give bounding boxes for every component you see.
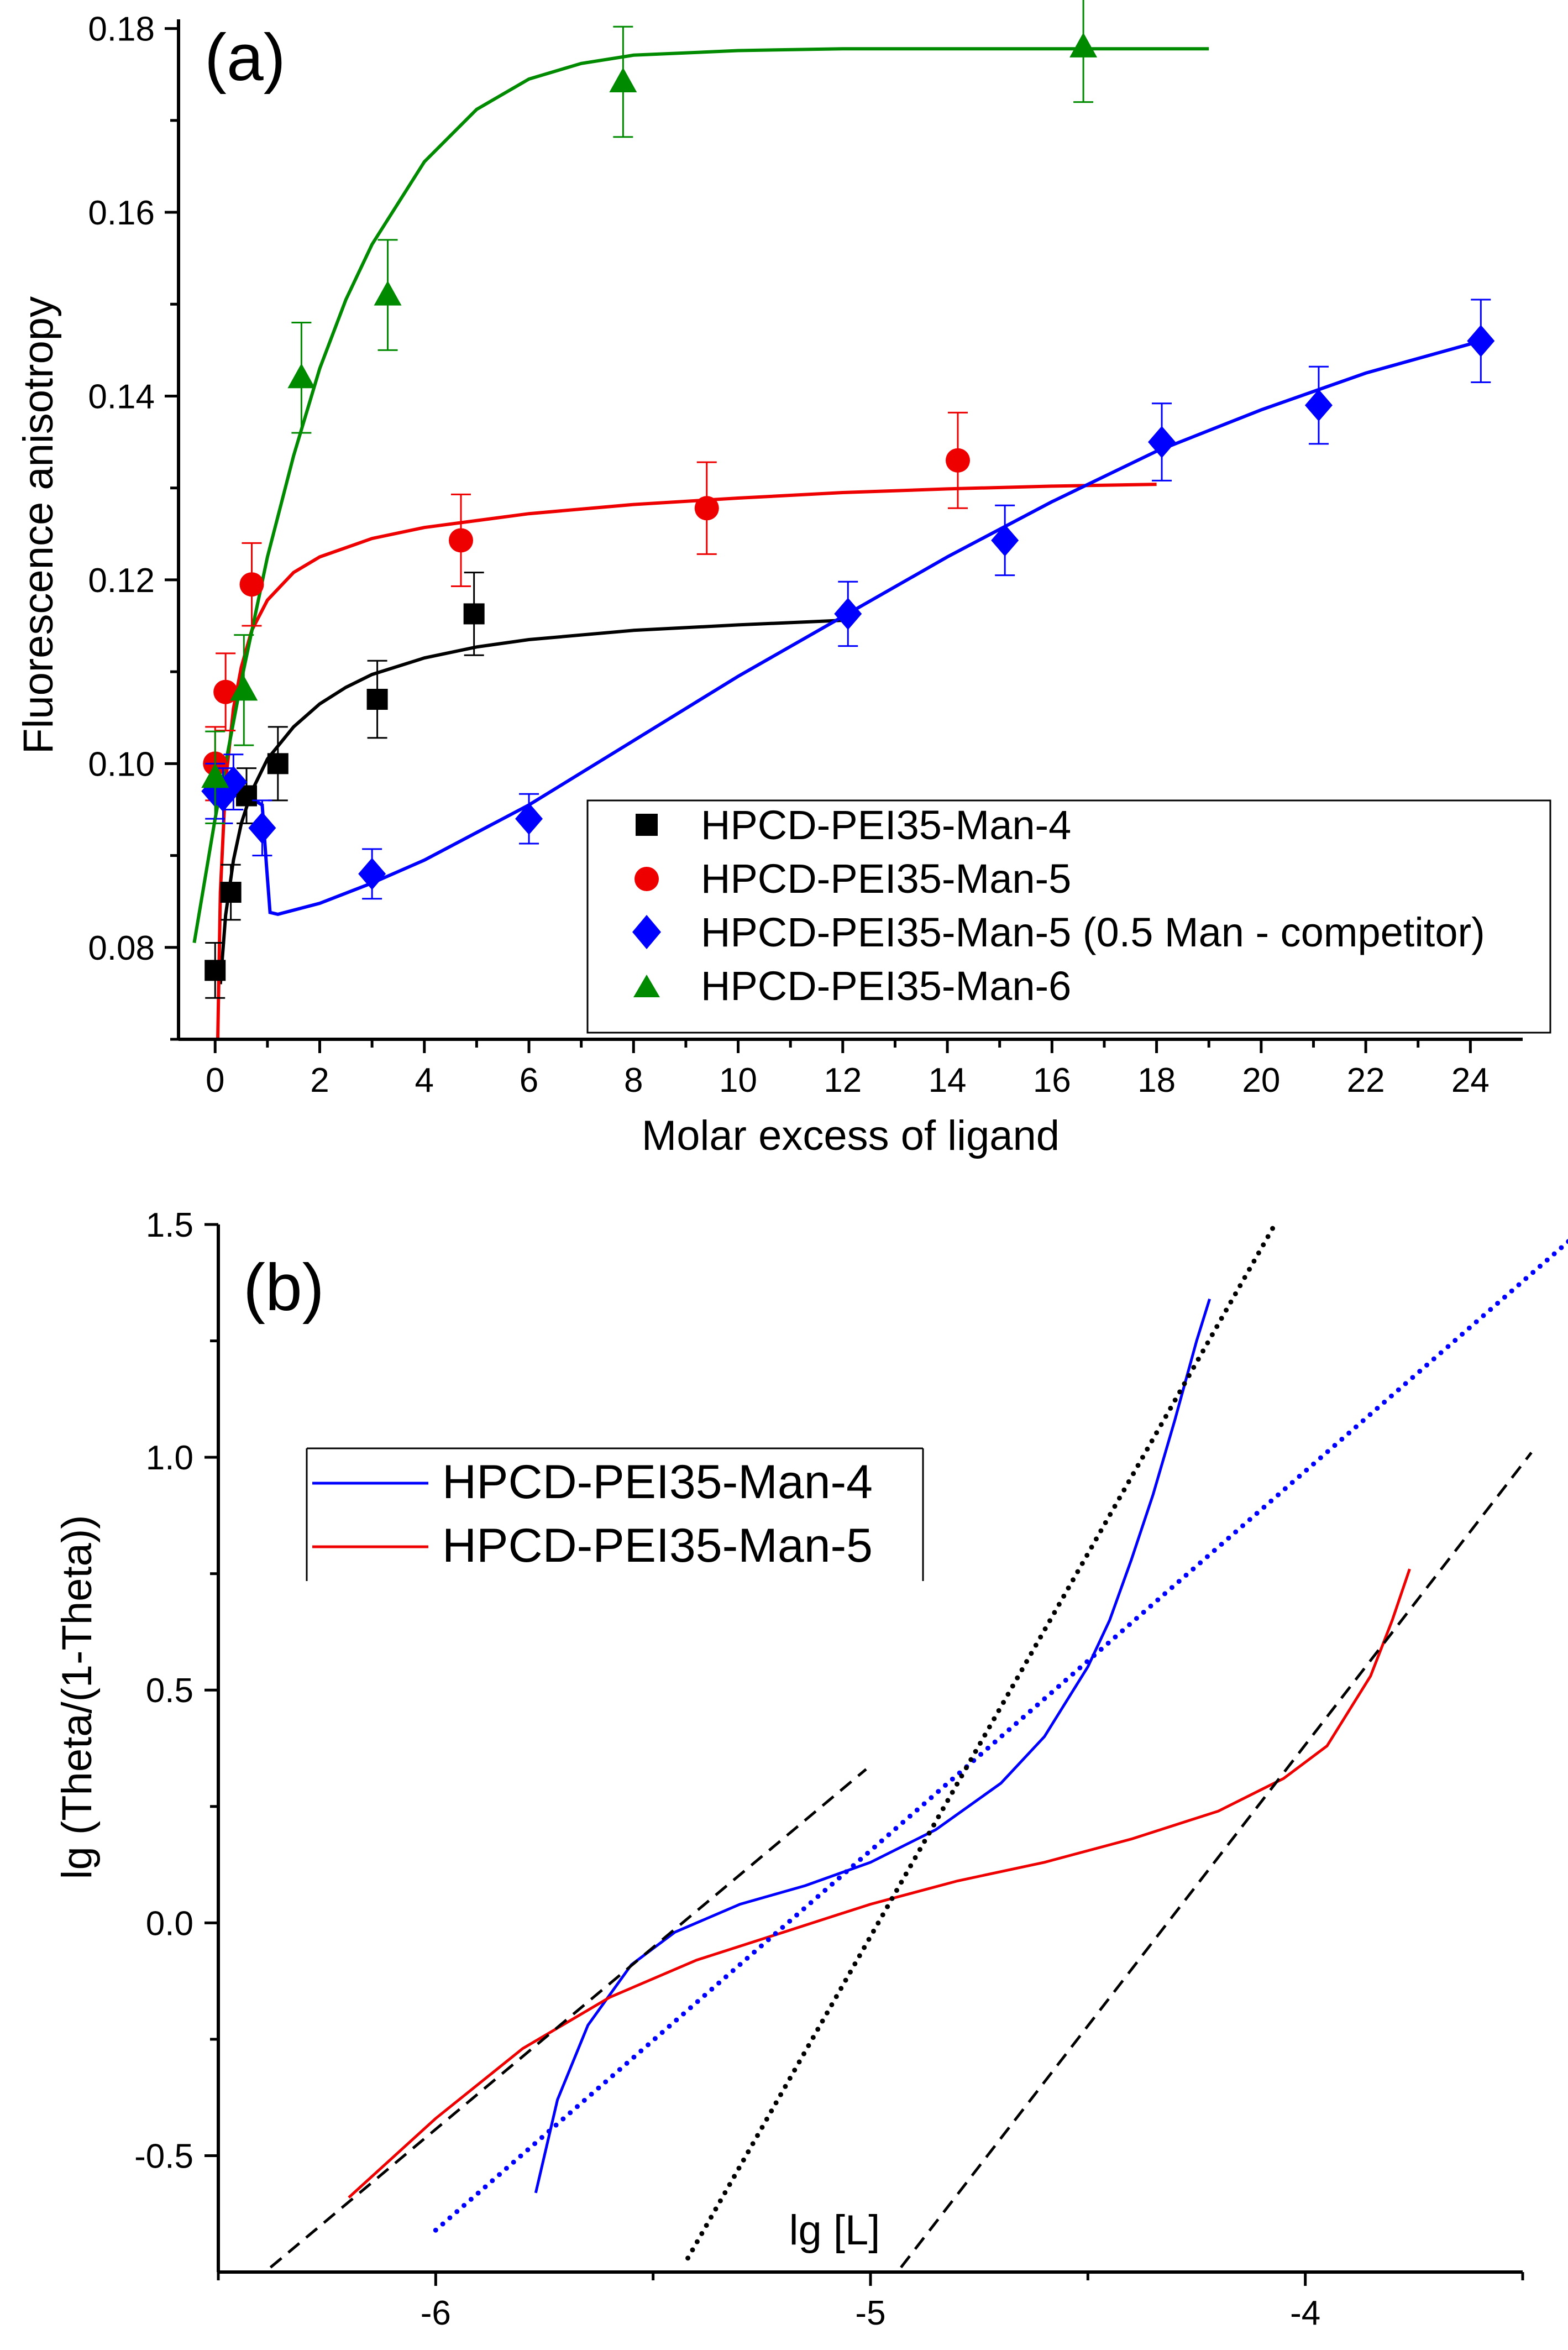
data-point-triangle bbox=[201, 763, 229, 788]
panel-b-label: (b) bbox=[243, 1250, 324, 1325]
panel-a-x-tick-label: 8 bbox=[624, 1061, 643, 1100]
panel-a-ticks: 0 2 4 6 8 10 12 14 16 18 20 22 240.080.100.120.140.1… bbox=[88, 11, 1490, 1100]
data-point-triangle bbox=[374, 280, 402, 306]
data-point-circle bbox=[694, 496, 719, 521]
data-point-circle bbox=[449, 528, 474, 553]
panel-a-x-tick-label: 6 bbox=[520, 1061, 538, 1100]
line-dashed-3 bbox=[900, 1452, 1533, 2269]
panel-a-y-axis-title: Fluorescence anisotropy bbox=[15, 296, 62, 754]
data-point-diamond bbox=[515, 803, 543, 835]
legend-marker-triangle bbox=[633, 975, 660, 997]
data-point-triangle bbox=[609, 67, 637, 93]
data-point-triangle bbox=[1069, 32, 1098, 57]
panel-a-x-tick-label: 12 bbox=[824, 1061, 862, 1100]
panel-b: -6 -5 -4 -0.5 0.0 0.5 1.0 1.5 (b) lg [L] lg (Th… bbox=[54, 1206, 1568, 2332]
panel-a-x-tick-label: 18 bbox=[1137, 1061, 1176, 1100]
data-point-diamond bbox=[248, 812, 276, 844]
legend-entry-b-man4: HPCD-PEI35-Man-4 bbox=[442, 1456, 873, 1509]
data-point-circle bbox=[945, 448, 970, 473]
panel-a-y-tick-label: 0.14 bbox=[88, 378, 155, 416]
panel-b-y-tick-label: 1.5 bbox=[146, 1206, 193, 1244]
panel-b-x-axis-title: lg [L] bbox=[789, 2207, 880, 2254]
line-dotted-4 bbox=[433, 1238, 1568, 2233]
panel-b-y-tick-label: 1.0 bbox=[146, 1439, 193, 1477]
panel-a-x-tick-label: 0 bbox=[206, 1061, 224, 1100]
panel-a-y-tick-label: 0.10 bbox=[88, 745, 155, 783]
data-point-diamond bbox=[834, 598, 862, 630]
data-point-square bbox=[366, 689, 388, 710]
panel-b-x-tick-label: -6 bbox=[421, 2294, 451, 2332]
fit-curve-4 bbox=[192, 47, 1209, 943]
panel-b-legend: HPCD-PEI35-Man-4 HPCD-PEI35-Man-5 bbox=[306, 1447, 924, 1581]
panel-a: 0 2 4 6 8 10 12 14 16 18 20 22 240.080.100.120.140.1… bbox=[15, 0, 1551, 1159]
panel-b-x-tick-label: -4 bbox=[1290, 2294, 1320, 2332]
panel-a-x-tick-label: 10 bbox=[719, 1061, 757, 1100]
panel-b-y-tick-label: -0.5 bbox=[134, 2137, 193, 2175]
data-point-circle bbox=[239, 572, 264, 597]
data-point-square bbox=[204, 960, 226, 981]
panel-b-ticks: -6 -5 -4 -0.5 0.0 0.5 1.0 1.5 bbox=[134, 1206, 1524, 2332]
line-dashed-2 bbox=[269, 1768, 867, 2269]
panel-a-label: (a) bbox=[204, 20, 286, 95]
panel-a-x-tick-label: 22 bbox=[1347, 1061, 1385, 1100]
panel-b-y-axis-title: lg (Theta/(1-Theta)) bbox=[54, 1515, 101, 1880]
panel-b-x-tick-label: -5 bbox=[855, 2294, 885, 2332]
fit-curve-1 bbox=[218, 619, 843, 985]
line-solid-1 bbox=[348, 1568, 1411, 2199]
data-point-diamond bbox=[991, 524, 1019, 557]
panel-a-marks bbox=[192, 0, 1495, 1040]
legend-marker-circle bbox=[634, 867, 659, 891]
legend-marker-square bbox=[636, 814, 658, 836]
data-point-square bbox=[220, 882, 242, 903]
data-point-diamond bbox=[1148, 426, 1176, 458]
line-dotted-5 bbox=[685, 1222, 1278, 2261]
panel-a-x-axis-title: Molar excess of ligand bbox=[642, 1112, 1060, 1159]
line-solid-0 bbox=[534, 1299, 1211, 2194]
legend-entry-man4: HPCD-PEI35-Man-4 bbox=[701, 802, 1071, 848]
panel-a-x-tick-label: 20 bbox=[1242, 1061, 1280, 1100]
legend-entry-b-man5: HPCD-PEI35-Man-5 bbox=[442, 1519, 873, 1572]
panel-a-x-tick-label: 16 bbox=[1033, 1061, 1071, 1100]
panel-a-y-tick-label: 0.16 bbox=[88, 194, 155, 232]
data-point-triangle bbox=[230, 676, 258, 701]
data-point-diamond bbox=[1304, 389, 1333, 422]
panel-a-x-tick-label: 14 bbox=[929, 1061, 967, 1100]
data-point-diamond bbox=[1467, 325, 1495, 357]
panel-a-y-tick-label: 0.18 bbox=[88, 11, 155, 49]
legend-entry-man5-competitor: HPCD-PEI35-Man-5 (0.5 Man - competitor) bbox=[701, 909, 1485, 955]
data-point-square bbox=[267, 753, 289, 774]
legend-entry-man6: HPCD-PEI35-Man-6 bbox=[701, 963, 1071, 1009]
panel-a-legend-box bbox=[586, 799, 1551, 1034]
data-point-diamond bbox=[219, 766, 248, 798]
data-point-triangle bbox=[287, 363, 316, 389]
panel-a-x-tick-label: 24 bbox=[1451, 1061, 1490, 1100]
panel-a-x-tick-label: 4 bbox=[415, 1061, 434, 1100]
data-point-square bbox=[463, 603, 485, 625]
panel-b-marks bbox=[269, 1222, 1568, 2269]
panel-a-legend: HPCD-PEI35-Man-4 HPCD-PEI35-Man-5 HPCD-P… bbox=[586, 799, 1551, 1034]
legend-entry-man5: HPCD-PEI35-Man-5 bbox=[701, 856, 1071, 902]
panel-b-y-tick-label: 0.0 bbox=[146, 1904, 193, 1943]
panel-a-x-tick-label: 2 bbox=[310, 1061, 329, 1100]
panel-b-y-tick-label: 0.5 bbox=[146, 1672, 193, 1710]
panel-a-y-tick-label: 0.08 bbox=[88, 929, 155, 967]
panel-a-y-tick-label: 0.12 bbox=[88, 562, 155, 600]
data-point-diamond bbox=[358, 857, 386, 890]
legend-marker-diamond bbox=[632, 915, 661, 949]
